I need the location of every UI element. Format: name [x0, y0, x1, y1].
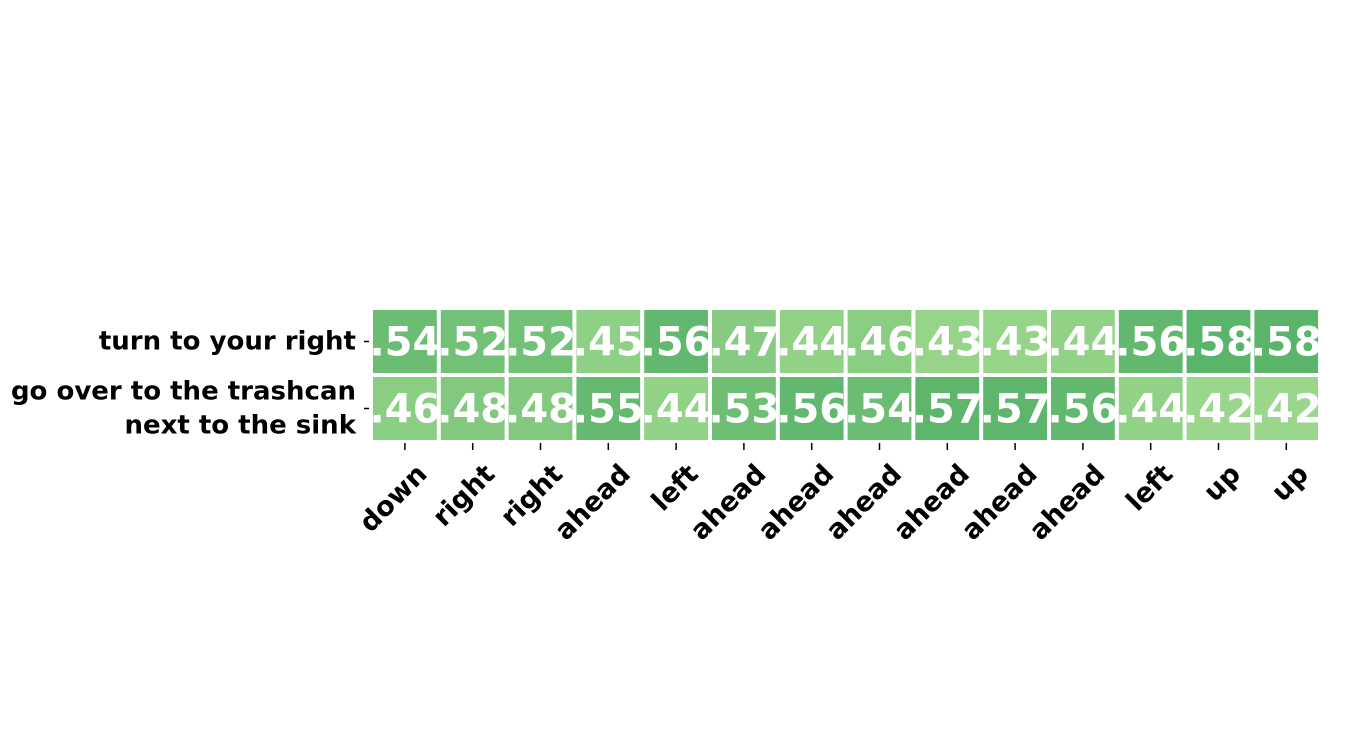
cell-value-label: .54: [844, 387, 915, 433]
heatmap-cell: [440, 310, 505, 373]
column-label: up: [1198, 459, 1247, 508]
cell-value-label: .57: [912, 387, 983, 433]
heatmap-cell: [779, 377, 844, 440]
cell-value-label: .48: [505, 387, 576, 433]
row-labels: turn to your right go over to the trashca…: [11, 327, 369, 441]
heatmap-cell: [373, 377, 437, 440]
cell-value-label: .46: [844, 320, 915, 366]
cell-value-label: .56: [776, 387, 847, 433]
heatmap-cell: [508, 377, 573, 440]
heatmap-cell: [508, 310, 573, 373]
heatmap-cell: [1254, 377, 1319, 440]
cell-value-label: .55: [573, 387, 644, 433]
row-label: go over to the trashcan: [11, 377, 356, 407]
cell-value-label: .57: [980, 387, 1051, 433]
cell-value-label: .53: [708, 387, 779, 433]
column-label: ahead: [549, 459, 637, 547]
cell-value-label: .44: [1047, 320, 1118, 366]
heatmap-cell: [1118, 377, 1183, 440]
heatmap-cell: [576, 310, 641, 373]
heatmap-cell: [1186, 377, 1251, 440]
row-label: next to the sink: [124, 411, 356, 441]
column-label: down: [353, 459, 433, 539]
cell-value-label: .44: [776, 320, 847, 366]
cell-value-label: .52: [437, 320, 508, 366]
heatmap-cell: [1186, 310, 1251, 373]
cell-value-label: .47: [708, 320, 779, 366]
column-label: ahead: [752, 459, 840, 547]
cell-value-label: .56: [1047, 387, 1118, 433]
heatmap-cell: [779, 310, 844, 373]
column-label: ahead: [1024, 459, 1112, 547]
cell-value-label: .43: [912, 320, 983, 366]
heatmap-cell: [1051, 310, 1115, 373]
heatmap-cell: [712, 377, 776, 440]
cell-value-label: .58: [1183, 320, 1254, 366]
column-label: left: [1120, 459, 1179, 518]
column-label: ahead: [685, 459, 773, 547]
heatmap-cell: [440, 377, 505, 440]
cell-value-label: .52: [505, 320, 576, 366]
column-label: up: [1266, 459, 1315, 508]
heatmap-cell: [983, 377, 1047, 440]
heatmap-cell: [847, 310, 912, 373]
cell-value-label: .46: [369, 387, 440, 433]
heatmap-cell: [644, 377, 708, 440]
column-label: ahead: [820, 459, 908, 547]
heatmap-cell: [847, 377, 912, 440]
heatmap-cell: [576, 377, 641, 440]
cell-value-label: .45: [573, 320, 644, 366]
heatmap-cell: [644, 310, 708, 373]
heatmap-cell: [712, 310, 776, 373]
heatmap-cell: [1118, 310, 1183, 373]
cell-value-label: .48: [437, 387, 508, 433]
column-label: ahead: [956, 459, 1044, 547]
column-label: ahead: [888, 459, 976, 547]
heatmap-cell: [1254, 310, 1319, 373]
cell-value-label: .43: [980, 320, 1051, 366]
column-label: left: [646, 459, 705, 518]
cell-value-label: .58: [1251, 320, 1322, 366]
heatmap-cell: [1051, 377, 1115, 440]
cell-value-label: .44: [641, 387, 712, 433]
heatmap-cell: [915, 377, 980, 440]
heatmap-cells: .54.52.52.45.56.47.44.46.43.43.44.56.58.…: [369, 310, 1322, 440]
heatmap-cell: [373, 310, 437, 373]
row-label: turn to your right: [99, 327, 356, 357]
column-label: right: [427, 459, 501, 533]
heatmap-cell: [983, 310, 1047, 373]
cell-value-label: .42: [1251, 387, 1322, 433]
cell-value-label: .44: [1115, 387, 1186, 433]
cell-value-label: .56: [1115, 320, 1186, 366]
heatmap-cell: [915, 310, 980, 373]
cell-value-label: .56: [641, 320, 712, 366]
cell-value-label: .54: [369, 320, 440, 366]
cell-value-label: .42: [1183, 387, 1254, 433]
